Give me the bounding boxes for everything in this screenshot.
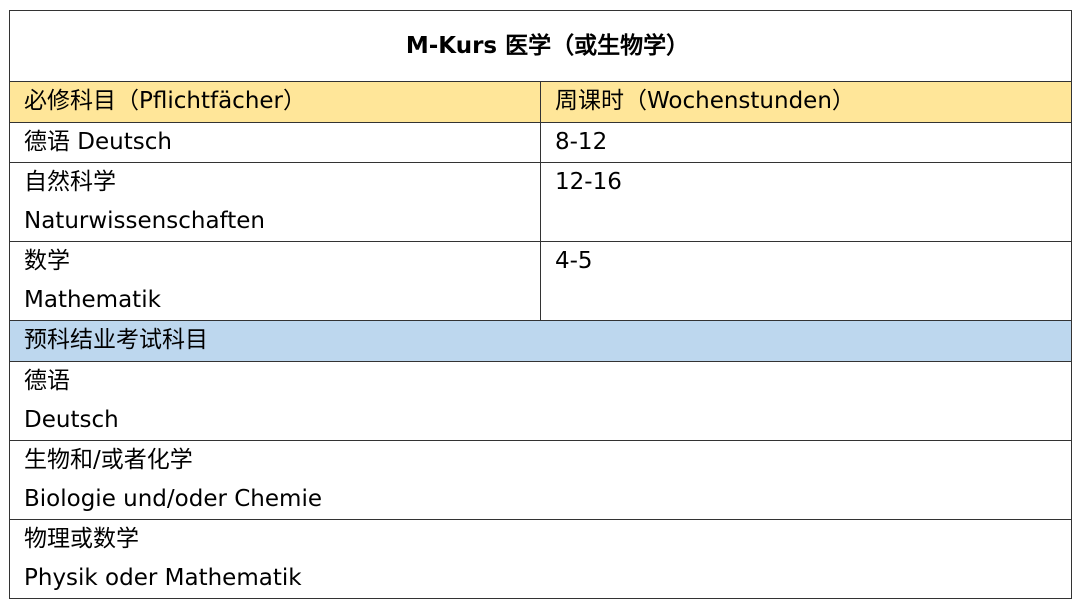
- exam-subject-cell: 物理或数学 Physik oder Mathematik: [9, 519, 1072, 599]
- hours-cell: 4-5: [540, 241, 1072, 321]
- hours-cell: 12-16: [540, 162, 1072, 242]
- header-hours: 周课时（Wochenstunden）: [540, 81, 1072, 123]
- table-row: 德语 Deutsch: [9, 361, 1072, 441]
- subject-name-de: Mathematik: [24, 287, 161, 313]
- exam-header-row: 预科结业考试科目: [9, 320, 1072, 362]
- hours-cell: 8-12: [540, 122, 1072, 163]
- course-table: M-Kurs 医学（或生物学） 必修科目（Pflichtfächer） 周课时（…: [9, 10, 1072, 599]
- exam-subject-zh: 德语: [24, 368, 70, 394]
- exam-subject-de: Deutsch: [24, 407, 119, 433]
- table-row: 自然科学 Naturwissenschaften 12-16: [9, 162, 1072, 242]
- subject-cell: 德语 Deutsch: [9, 122, 541, 163]
- exam-subject-zh: 生物和/或者化学: [24, 447, 193, 473]
- table-title: M-Kurs 医学（或生物学）: [9, 10, 1072, 82]
- exam-subject-de: Physik oder Mathematik: [24, 565, 302, 591]
- exam-subject-de: Biologie und/oder Chemie: [24, 486, 322, 512]
- exam-subject-cell: 德语 Deutsch: [9, 361, 1072, 441]
- subject-name-zh: 自然科学: [24, 169, 116, 195]
- subject-name-zh: 数学: [24, 248, 70, 274]
- table-row: 德语 Deutsch 8-12: [9, 122, 1072, 163]
- header-subjects: 必修科目（Pflichtfächer）: [9, 81, 541, 123]
- subject-cell: 数学 Mathematik: [9, 241, 541, 321]
- exam-subject-zh: 物理或数学: [24, 526, 139, 552]
- table-row: 数学 Mathematik 4-5: [9, 241, 1072, 321]
- table-row: 生物和/或者化学 Biologie und/oder Chemie: [9, 440, 1072, 520]
- header-row: 必修科目（Pflichtfächer） 周课时（Wochenstunden）: [9, 81, 1072, 123]
- exam-subject-cell: 生物和/或者化学 Biologie und/oder Chemie: [9, 440, 1072, 520]
- subject-name: 德语 Deutsch: [24, 129, 172, 155]
- subject-name-de: Naturwissenschaften: [24, 208, 265, 234]
- table-row: 物理或数学 Physik oder Mathematik: [9, 519, 1072, 599]
- subject-cell: 自然科学 Naturwissenschaften: [9, 162, 541, 242]
- exam-header: 预科结业考试科目: [9, 320, 1072, 362]
